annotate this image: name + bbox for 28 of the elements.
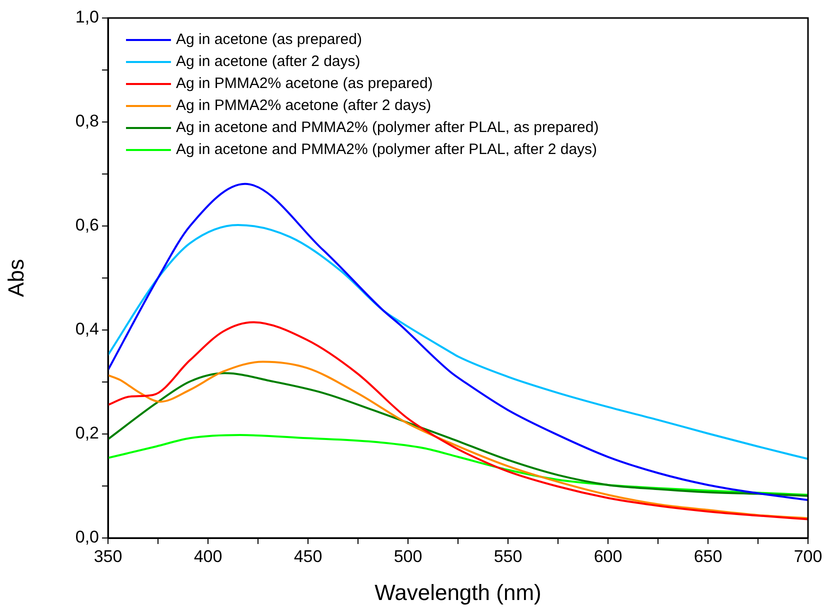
x-tick-label: 400 (194, 546, 222, 566)
line-series (108, 182, 808, 502)
line-series (108, 360, 808, 520)
legend-label: Ag in acetone (after 2 days) (176, 53, 360, 70)
y-tick-label: 0,8 (75, 112, 99, 131)
legend-label: Ag in PMMA2% acetone (as prepared) (176, 75, 433, 92)
y-tick-label: 1,0 (75, 8, 99, 27)
x-tick-label: 450 (294, 546, 322, 566)
line-series (108, 224, 808, 460)
legend-label: Ag in PMMA2% acetone (after 2 days) (176, 97, 432, 114)
x-axis-title: Wavelength (nm) (374, 580, 542, 605)
x-tick-label: 550 (494, 546, 522, 566)
y-tick-label: 0,6 (75, 216, 99, 235)
line-series (108, 372, 808, 497)
x-tick-label: 700 (794, 546, 822, 566)
x-tick-label: 500 (394, 546, 422, 566)
y-tick-label: 0,4 (75, 320, 99, 339)
y-tick-label: 0,0 (75, 528, 99, 547)
y-tick-label: 0,2 (75, 424, 99, 443)
legend-label: Ag in acetone and PMMA2% (polymer after PLAL, as prepared) (176, 119, 599, 136)
line-series (108, 321, 808, 520)
line-series (108, 434, 808, 496)
legend-label: Ag in acetone and PMMA2% (polymer after PLAL, after 2 days) (176, 141, 598, 158)
x-tick-label: 650 (694, 546, 722, 566)
x-tick-label: 350 (94, 546, 122, 566)
x-tick-label: 600 (594, 546, 622, 566)
y-axis-title: Abs (3, 259, 28, 297)
legend-label: Ag in acetone (as prepared) (176, 31, 362, 48)
